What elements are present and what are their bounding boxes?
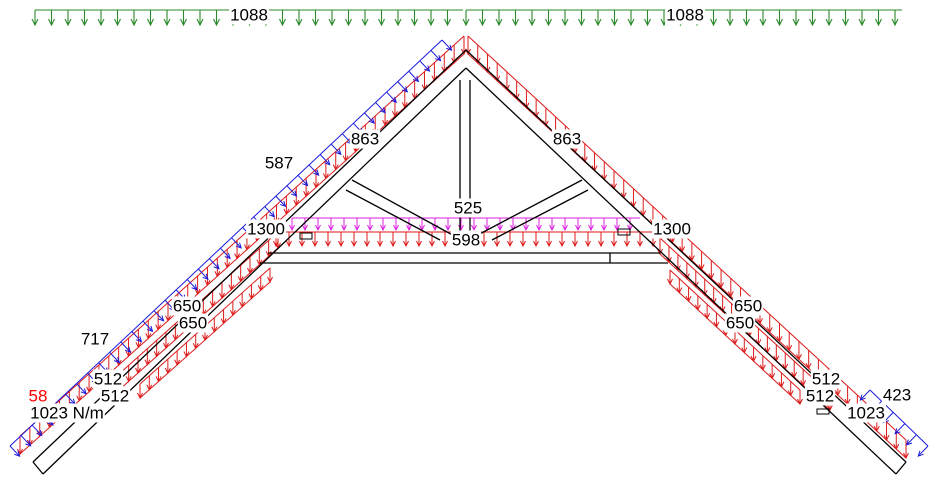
right-rafter-inner	[465, 67, 897, 475]
support-marker-left	[299, 232, 313, 240]
label-left-eave-a: 512	[92, 369, 124, 389]
right-rafter-outer	[465, 49, 907, 463]
label-left-wind-upper: 587	[263, 153, 295, 173]
label-left-highlight: 58	[27, 386, 49, 406]
dead-load-right-outer	[465, 35, 909, 460]
left-rafter-end	[32, 461, 44, 475]
label-ceiling-magenta: 525	[452, 198, 484, 218]
svg-text:650: 650	[734, 296, 762, 315]
svg-text:863: 863	[351, 129, 379, 148]
label-right-lower-a: 650	[732, 296, 764, 316]
right-brace	[471, 179, 583, 239]
label-left-wind-lower: 717	[79, 329, 111, 349]
svg-text:1023 N/m: 1023 N/m	[30, 403, 104, 422]
label-left-rafter-upper: 863	[349, 129, 381, 149]
svg-text:598: 598	[452, 230, 480, 249]
svg-text:512: 512	[812, 369, 840, 388]
label-left-lower-a: 650	[171, 296, 203, 316]
left-brace-b	[345, 189, 441, 241]
svg-text:512: 512	[806, 386, 834, 405]
support-marker-right	[617, 228, 631, 236]
svg-text:1088: 1088	[666, 5, 704, 24]
svg-text:512: 512	[94, 369, 122, 388]
label-right-wind: 423	[881, 385, 913, 405]
svg-text:1088: 1088	[230, 5, 268, 24]
label-left-lower-b: 650	[177, 313, 209, 333]
label-right-joint: 1300	[652, 219, 692, 239]
label-left-joint: 1300	[246, 219, 286, 239]
svg-text:587: 587	[265, 153, 293, 172]
label-right-rafter-upper: 863	[551, 129, 583, 149]
svg-text:512: 512	[101, 386, 129, 405]
svg-text:650: 650	[173, 296, 201, 315]
label-right-eave-b: 512	[804, 386, 836, 406]
svg-text:1300: 1300	[247, 219, 285, 238]
right-rafter-end	[895, 461, 907, 475]
label-left-eave-b: 512	[99, 386, 131, 406]
svg-text:58: 58	[29, 386, 48, 405]
right-brace-b	[491, 189, 589, 241]
wind-load-left	[9, 39, 453, 458]
wind-load-right	[859, 389, 929, 457]
left-rafter-outer	[32, 49, 467, 463]
svg-text:717: 717	[81, 329, 109, 348]
label-ceiling-red: 598	[450, 230, 482, 250]
svg-text:1300: 1300	[653, 219, 691, 238]
svg-text:525: 525	[454, 198, 482, 217]
left-brace	[351, 179, 459, 239]
label-top-right: 1088	[665, 5, 705, 25]
label-right-eave: 1023	[846, 403, 886, 423]
svg-text:650: 650	[179, 313, 207, 332]
truss-structure	[32, 49, 907, 475]
svg-text:650: 650	[726, 313, 754, 332]
label-right-eave-a: 512	[810, 369, 842, 389]
dead-load-right-inner	[667, 269, 803, 406]
svg-text:1023: 1023	[847, 403, 885, 422]
ceiling-load-magenta	[289, 217, 640, 232]
svg-text:863: 863	[553, 129, 581, 148]
label-left-eave-unit: 1023 N/m	[29, 403, 105, 423]
svg-text:423: 423	[883, 385, 911, 404]
label-right-lower-b: 650	[724, 313, 756, 333]
left-rafter-inner	[42, 67, 467, 475]
label-top-left: 1088	[229, 5, 269, 25]
